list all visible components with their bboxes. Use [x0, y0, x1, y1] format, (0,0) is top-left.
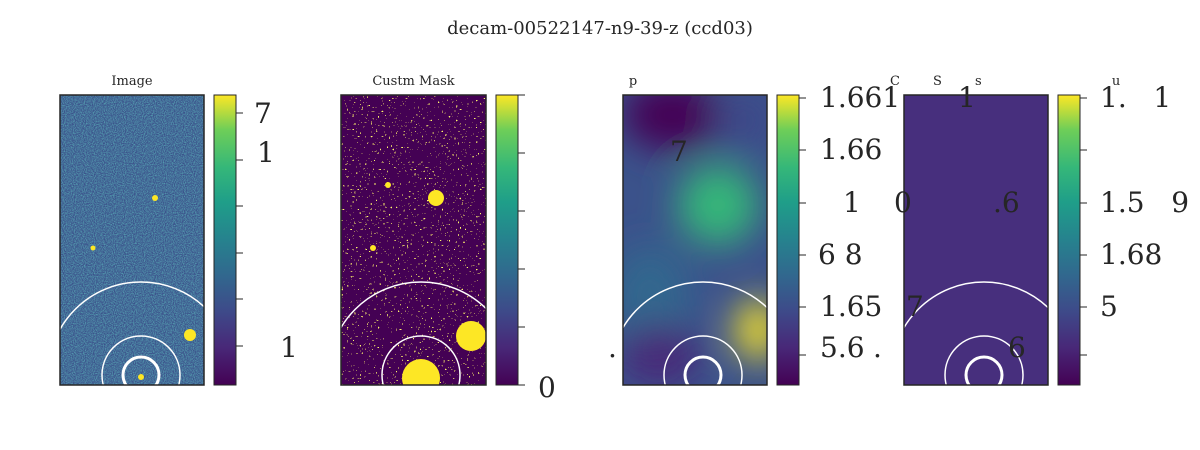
image-frame — [59, 94, 205, 386]
figure-title: decam-00522147-n9-39-z (ccd03) — [447, 18, 753, 39]
image-annulus-mid — [101, 335, 181, 385]
flat-stray-text: 7 — [906, 290, 924, 323]
panel-background — [623, 95, 767, 385]
mask-colorbar-tick-label: 0 — [538, 371, 556, 404]
background-annulus-outer — [623, 281, 767, 330]
background-colorbar-tick-label: 1 — [843, 186, 861, 219]
background-colorbar-tick-label: 1.65 — [820, 290, 883, 323]
image-source-blob — [152, 195, 158, 201]
panel-title-flat: C S s — [890, 74, 982, 89]
background-aperture — [683, 355, 723, 385]
image-source-blob — [138, 374, 144, 380]
panel-flat — [904, 95, 1048, 385]
background-stray-text: 7 — [670, 135, 688, 168]
mask-annulus-outer — [341, 281, 486, 330]
background-colorbar-tick-label: 6 8 — [818, 238, 863, 271]
flat-colorbar-tick-label: 1. 1 — [1100, 81, 1172, 114]
mask-colorbar-ticks — [518, 94, 525, 386]
background-stray-text: . — [608, 331, 617, 364]
mask-blob — [456, 321, 486, 351]
flat-colorbar-tick-label: 1.68 — [1100, 238, 1163, 271]
background-frame — [622, 94, 768, 386]
flat-stray-text: 1 — [958, 81, 976, 114]
flat-annulus-outer — [904, 281, 1048, 330]
panel-image — [60, 95, 204, 385]
mask-blob — [402, 359, 440, 385]
image-colorbar-tick-label: 1 — [257, 136, 275, 169]
mask-blob — [428, 190, 444, 206]
background-colorbar — [776, 94, 800, 386]
image-source-blob — [90, 245, 96, 251]
image-colorbar-tick-label: 7 — [254, 97, 272, 130]
flat-background — [904, 95, 1048, 385]
image-annulus-outer — [60, 281, 204, 331]
mask-blob — [385, 182, 391, 188]
background-annulus-mid — [663, 335, 743, 385]
image-colorbar-tick-label: 1 — [280, 331, 298, 364]
flat-stray-text: 6 — [1008, 331, 1026, 364]
flat-colorbar-ticks — [1080, 97, 1087, 356]
image-colorbar-ticks — [236, 112, 243, 347]
image-noise — [60, 95, 204, 385]
flat-aperture — [964, 355, 1004, 385]
image-source-blob — [184, 329, 196, 341]
background-stray-text: . — [873, 331, 882, 364]
flat-stray-text: 0 — [894, 186, 912, 219]
image-aperture — [121, 355, 161, 385]
image-colorbar — [213, 94, 237, 386]
flat-colorbar-tick-label: 1.5 9 — [1100, 186, 1190, 219]
flat-colorbar-tick-label: 5 — [1100, 290, 1118, 323]
flat-stray-text: .6 — [993, 186, 1020, 219]
background-colorbar-ticks — [799, 97, 806, 356]
panel-title-image: Image — [111, 74, 153, 89]
mask-blob — [370, 245, 376, 251]
background-colorbar-tick-label: 1.66 — [820, 133, 883, 166]
background-colorbar-tick-label: 5.6 — [820, 331, 865, 364]
panel-mask — [341, 95, 486, 385]
flat-annulus-mid — [944, 335, 1024, 385]
flat-colorbar-label: u — [1111, 74, 1121, 89]
mask-frame — [340, 94, 487, 386]
panel-title-background: p — [628, 74, 638, 89]
mask-annulus-mid — [381, 335, 461, 385]
panel-title-mask: Custm Mask — [372, 74, 455, 89]
background-colorbar-tick-label: 1.661 — [820, 81, 901, 114]
flat-frame — [903, 94, 1049, 386]
mask-colorbar — [495, 94, 519, 386]
flat-colorbar — [1057, 94, 1081, 386]
